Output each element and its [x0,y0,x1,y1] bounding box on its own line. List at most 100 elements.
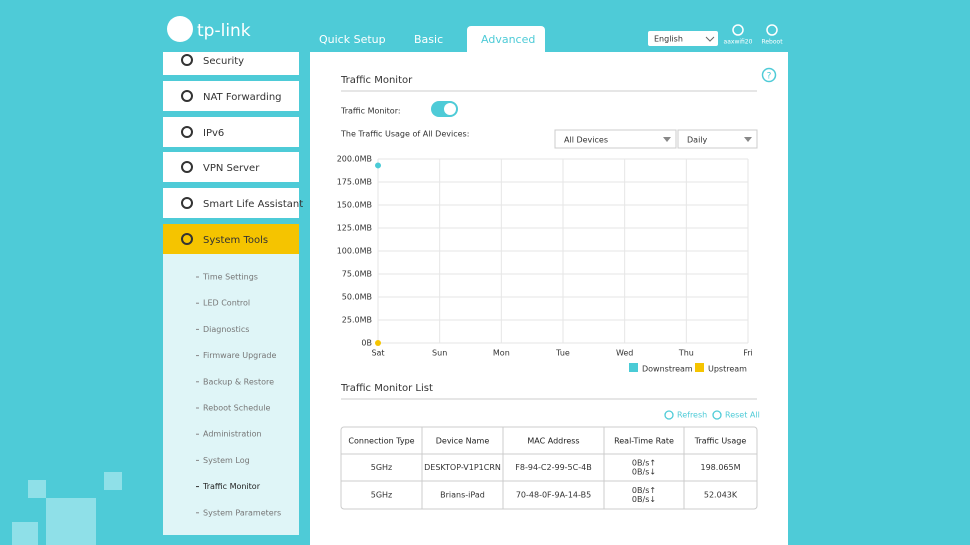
table-cell: 0B/s↑ [632,459,656,468]
y-tick-label: 150.0MB [337,201,372,210]
tab-active[interactable] [467,26,545,56]
x-tick-label: Sat [371,349,384,358]
x-tick-label: Wed [616,349,633,358]
data-point [375,339,381,346]
header-icon-label: Reboot [761,39,783,46]
y-tick-label: 50.0MB [342,293,372,302]
menu-icon [181,197,193,209]
action-label[interactable]: Refresh [677,411,707,420]
action-icon [664,410,674,420]
tab[interactable]: Quick Setup [319,33,386,46]
action-icon [712,410,722,420]
table-cell: 5GHz [371,463,393,472]
select-arrow [663,137,671,142]
select-label: All Devices [564,136,608,145]
table [340,426,758,510]
menu-icon [181,233,193,245]
menu-item[interactable] [163,52,299,75]
toggle-label: Traffic Monitor: [340,107,401,116]
dropdown-arrow [705,36,715,42]
y-tick-label: 25.0MB [342,316,372,325]
list-title: Traffic Monitor List [340,383,433,394]
data-point [375,162,381,169]
y-tick-label: 125.0MB [337,224,372,233]
submenu-label[interactable]: LED Control [203,299,250,308]
submenu-label[interactable]: System Log [203,456,250,465]
y-tick-label: 75.0MB [342,270,372,279]
menu-label: IPv6 [203,128,224,139]
submenu-panel [163,254,299,535]
help-icon: ? [767,72,772,82]
submenu-label[interactable]: System Parameters [203,508,281,517]
menu-label: Smart Life Assistant [203,199,303,210]
menu-item[interactable] [163,224,299,254]
legend-swatch [695,363,704,372]
language: English [654,35,683,44]
table-cell: 5GHz [371,491,393,500]
y-tick-label: 100.0MB [337,247,372,256]
menu-label: VPN Server [203,163,260,174]
tab[interactable]: Basic [414,33,443,46]
language-select[interactable] [648,31,718,46]
select-arrow [744,137,752,142]
y-tick-label: 0B [361,339,372,348]
menu-icon [181,90,193,102]
decoration [12,472,122,545]
help-button[interactable] [761,67,777,83]
x-tick-label: Mon [493,349,510,358]
action-label[interactable]: Reset All [725,411,760,420]
submenu-label[interactable]: Traffic Monitor [202,482,261,491]
header-icon[interactable] [732,24,744,36]
table-header: Connection Type [348,437,414,446]
table-cell: 52.043K [704,491,738,500]
x-tick-label: Sun [432,349,447,358]
menu-icon [181,126,193,138]
x-tick-label: Tue [555,349,570,358]
select[interactable] [677,129,758,149]
menu-item[interactable] [163,188,299,218]
table-cell: 0B/s↓ [632,468,656,477]
menu-item[interactable] [163,152,299,182]
y-tick-label: 175.0MB [337,178,372,187]
logo: tp-link [197,21,251,41]
table-header: Device Name [436,437,490,446]
tab[interactable]: Advanced [481,33,535,46]
table-cell: 0B/s↑ [632,486,656,495]
table-cell: Brians-iPad [440,491,485,500]
submenu-label[interactable]: Firmware Upgrade [203,351,276,360]
table-cell: 0B/s↓ [632,495,656,504]
y-tick-label: 200.0MB [337,155,372,164]
table-cell: 70-48-0F-9A-14-B5 [516,491,591,500]
x-tick-label: Fri [743,349,753,358]
menu-icon [181,54,193,66]
submenu-label[interactable]: Time Settings [202,273,258,282]
section-title: Traffic Monitor [340,75,413,86]
toggle-knob [444,103,456,115]
legend-swatch [629,363,638,372]
menu-label: Security [203,56,244,67]
table-header: Traffic Usage [694,437,747,446]
menu-icon [181,161,193,173]
table-header: MAC Address [527,437,579,446]
table-cell: 198.065M [701,463,741,472]
table-cell: DESKTOP-V1P1CRN [424,463,501,472]
x-tick-label: Thu [678,349,694,358]
select[interactable] [554,129,677,149]
submenu-label[interactable]: Administration [203,430,262,439]
submenu-label[interactable]: Backup & Restore [203,377,274,386]
table-header: Real-Time Rate [614,437,674,446]
header-icon-label: aaxwifi20 [724,39,753,46]
submenu-label[interactable]: Reboot Schedule [203,404,271,413]
legend-label: Downstream [642,365,693,374]
menu-item[interactable] [163,117,299,147]
menu-label: NAT Forwarding [203,92,282,103]
table-cell: F8-94-C2-99-5C-4B [515,463,591,472]
legend-label: Upstream [708,365,747,374]
select-label: Daily [687,136,708,145]
menu-item[interactable] [163,81,299,111]
usage-label: The Traffic Usage of All Devices: [340,130,469,139]
header-icon[interactable] [766,24,778,36]
logo-icon [167,16,193,42]
submenu-label[interactable]: Diagnostics [203,325,249,334]
